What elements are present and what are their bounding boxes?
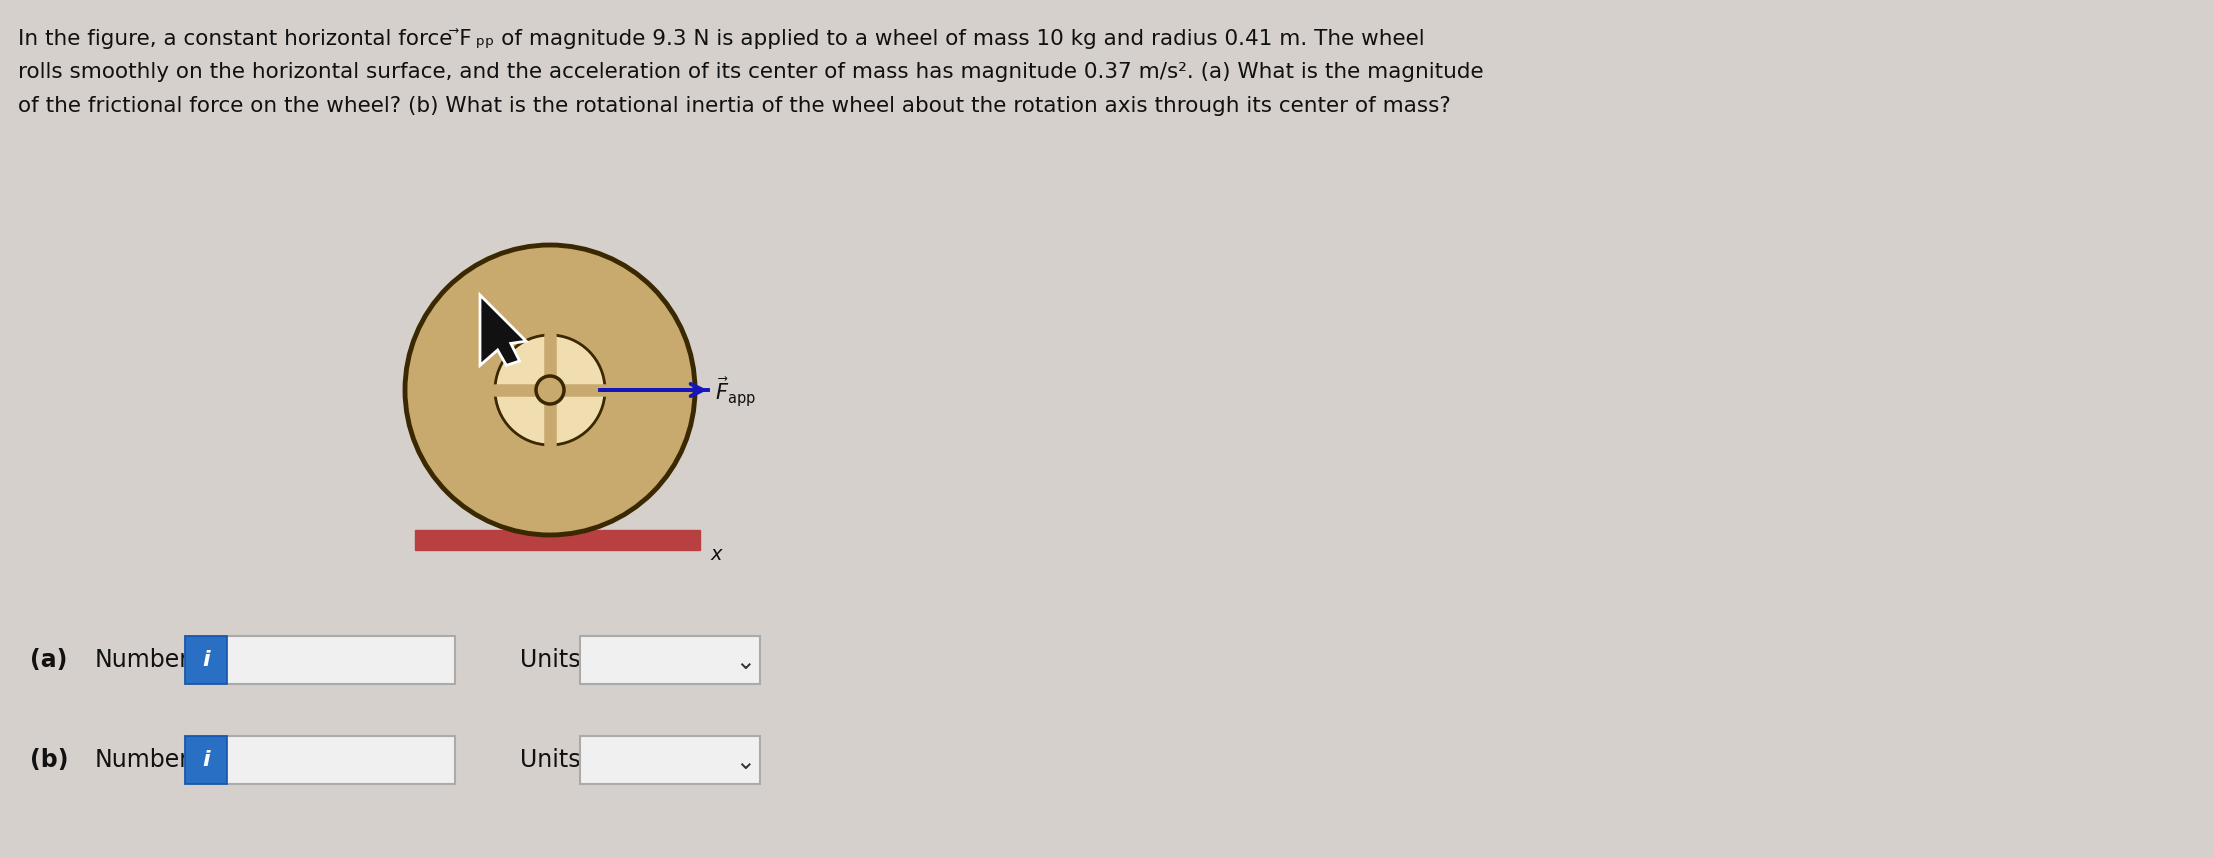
FancyBboxPatch shape	[186, 636, 228, 684]
Text: (a): (a)	[31, 648, 66, 672]
Text: i: i	[201, 650, 210, 670]
Text: Number: Number	[95, 648, 190, 672]
Text: $\vec{F}_{\mathrm{app}}$: $\vec{F}_{\mathrm{app}}$	[715, 375, 755, 408]
Text: (b): (b)	[31, 748, 69, 772]
Circle shape	[536, 376, 565, 404]
Text: ⌄: ⌄	[735, 650, 755, 674]
Circle shape	[405, 245, 695, 535]
FancyBboxPatch shape	[580, 636, 759, 684]
Text: Units: Units	[520, 648, 580, 672]
FancyBboxPatch shape	[186, 736, 456, 784]
Text: Units: Units	[520, 748, 580, 772]
Text: In the figure, a constant horizontal force ⃗F ₚₚ of magnitude 9.3 N is applied t: In the figure, a constant horizontal for…	[18, 28, 1424, 49]
FancyBboxPatch shape	[186, 736, 228, 784]
Polygon shape	[480, 295, 527, 366]
Text: rolls smoothly on the horizontal surface, and the acceleration of its center of : rolls smoothly on the horizontal surface…	[18, 62, 1483, 82]
Text: $x$: $x$	[711, 545, 724, 564]
Text: ⌄: ⌄	[735, 750, 755, 774]
Text: of the frictional force on the wheel? (b) What is the rotational inertia of the : of the frictional force on the wheel? (b…	[18, 96, 1450, 116]
Bar	[414, 530, 700, 550]
FancyBboxPatch shape	[580, 736, 759, 784]
Circle shape	[496, 335, 604, 445]
Text: Number: Number	[95, 748, 190, 772]
Text: i: i	[201, 750, 210, 770]
FancyBboxPatch shape	[186, 636, 456, 684]
